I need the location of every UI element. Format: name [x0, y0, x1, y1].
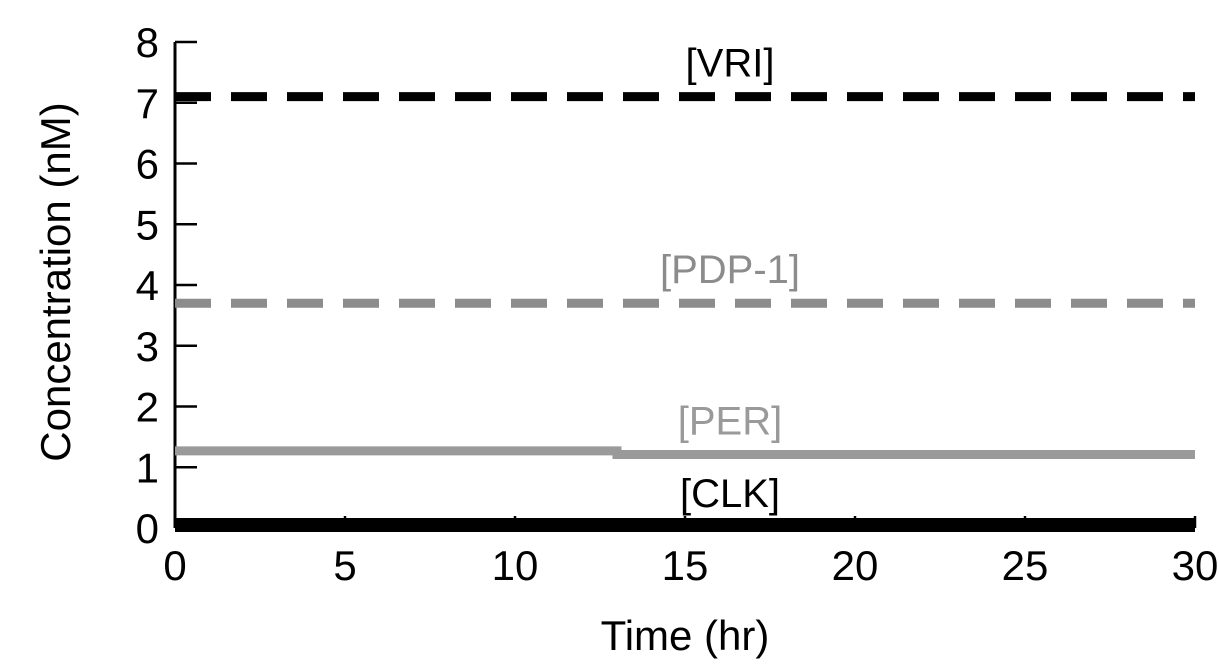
series-label-3: [PER]	[678, 399, 782, 443]
y-tick-label: 0	[136, 505, 159, 552]
series-label-1: [VRI]	[686, 42, 775, 86]
series-labels: [VRI] [PDP-1] [PER] [CLK]	[660, 42, 800, 516]
x-tick-label: 10	[492, 542, 539, 589]
x-tick-label: 20	[832, 542, 879, 589]
axes: 0 1 2 3 4 5 6 7 8 0 5 10 15 20 25 30	[136, 19, 1219, 589]
x-tick-label: 30	[1172, 542, 1219, 589]
series-label-2: [PDP-1]	[660, 248, 800, 292]
y-tick-label: 5	[136, 201, 159, 248]
y-axis-label: Concentration (nM)	[32, 102, 79, 461]
series-layer	[175, 92, 1195, 532]
y-tick-label: 4	[136, 262, 159, 309]
y-tick-label: 7	[136, 80, 159, 127]
x-tick-label: 0	[163, 542, 186, 589]
x-tick-label: 5	[333, 542, 356, 589]
series-label-4: [CLK]	[680, 472, 780, 516]
x-tick-label: 25	[1002, 542, 1049, 589]
y-tick-label: 8	[136, 19, 159, 66]
x-axis-label: Time (hr)	[601, 612, 770, 659]
series-line-3	[175, 446, 1195, 459]
y-tick-label: 3	[136, 323, 159, 370]
y-tick-label: 2	[136, 384, 159, 431]
y-tick-label: 6	[136, 141, 159, 188]
x-tick-label: 15	[662, 542, 709, 589]
y-tick-label: 1	[136, 444, 159, 491]
